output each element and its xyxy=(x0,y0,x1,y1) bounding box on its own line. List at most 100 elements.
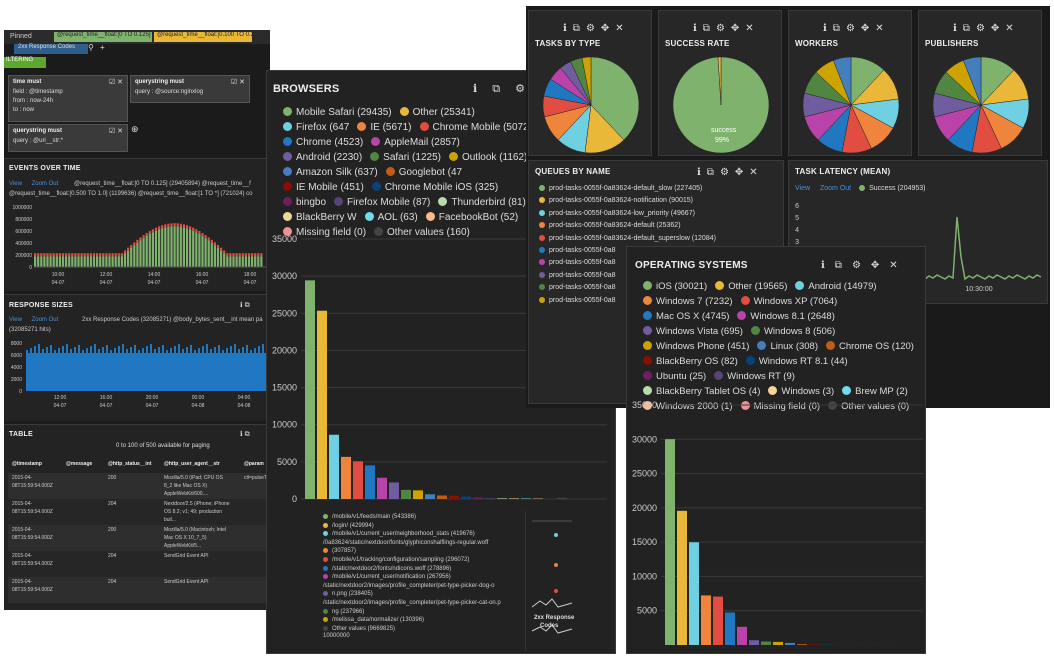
bar[interactable] xyxy=(449,495,459,499)
url-list-item[interactable]: /mobile/v1/feeds/main (543386) xyxy=(323,513,519,522)
view-menu[interactable]: View xyxy=(9,317,22,323)
legend-item[interactable]: Thunderbird (81) xyxy=(438,195,526,210)
url-list-item[interactable]: /static/nextdoor2/images/profile_complet… xyxy=(323,599,519,608)
info-icon[interactable]: ℹ ⧉ ⚙ xyxy=(473,83,532,95)
legend-item[interactable]: Windows 8.1 (2648) xyxy=(737,309,835,324)
bar[interactable] xyxy=(509,498,519,499)
legend-item[interactable]: Linux (308) xyxy=(757,339,818,354)
bar[interactable] xyxy=(329,434,339,499)
legend-item[interactable]: Safari (1225) xyxy=(370,150,441,165)
bar[interactable] xyxy=(317,310,327,499)
legend-item[interactable]: Windows RT 8.1 (44) xyxy=(745,354,848,369)
bar[interactable] xyxy=(749,640,759,645)
bar[interactable] xyxy=(713,596,723,645)
legend-item[interactable]: IE (5671) xyxy=(357,120,412,135)
legend-item[interactable]: Android (14979) xyxy=(795,279,877,294)
search-icon[interactable]: ⚲ xyxy=(88,43,94,52)
filter-card-query-2[interactable]: querystring must query : @uri__str:* ☑ ✕ xyxy=(8,124,128,152)
legend-item[interactable]: Chrome OS (120) xyxy=(826,339,914,354)
close-icon[interactable]: ☑ ✕ xyxy=(108,128,123,135)
column-header[interactable]: @param xyxy=(244,461,264,467)
pinned-dropdown[interactable]: Pinned xyxy=(10,33,32,40)
info-icon[interactable]: ℹ ⧉ xyxy=(240,431,250,438)
legend-item[interactable]: Outlook (1162) xyxy=(448,150,527,165)
pie-slice[interactable] xyxy=(590,56,640,141)
bar[interactable] xyxy=(365,465,375,499)
zoom-out-button[interactable]: Zoom Out xyxy=(31,181,59,187)
bar[interactable] xyxy=(353,461,363,499)
filter-card-time[interactable]: time must field : @timestamp from : now-… xyxy=(8,75,128,122)
queue-item[interactable]: prod-tasks-0055f-0a8 xyxy=(539,282,716,294)
legend-item[interactable]: Other (25341) xyxy=(399,105,475,120)
pie-slice[interactable] xyxy=(717,56,722,106)
legend-item[interactable]: AppleMail (2857) xyxy=(371,135,460,150)
url-list-item[interactable]: /mobile/v1/tracking/configuration/sampli… xyxy=(323,556,519,565)
queue-item[interactable]: prod-tasks-0055f-0a8 xyxy=(539,270,716,282)
bar[interactable] xyxy=(557,497,567,499)
panel-icons[interactable]: ℹ⧉⚙✥✕ xyxy=(821,260,908,271)
info-icon[interactable]: ℹ ⧉ xyxy=(240,302,250,309)
queue-item[interactable]: prod-tasks-0055f-0a8 xyxy=(539,295,716,307)
table-row[interactable]: 2015-04- 08T15:59:54.000Z 200 Mozilla/5.0 (… xyxy=(8,525,270,551)
bar[interactable] xyxy=(473,497,483,499)
table-row[interactable]: 2015-04- 08T15:59:54.000Z 204 Nextdoor/2.5 … xyxy=(8,499,270,525)
legend-item[interactable]: Amazon Silk (637) xyxy=(283,165,378,180)
bar[interactable] xyxy=(773,641,783,645)
legend-item[interactable]: BlackBerry W xyxy=(283,210,357,225)
url-list-item[interactable]: n.png (238405) xyxy=(323,590,519,599)
bar[interactable] xyxy=(497,498,507,499)
filter-tab-2[interactable]: @request_time__float:[0.100 TO 0.250] xyxy=(154,32,252,42)
legend-item[interactable]: FacebookBot (52) xyxy=(425,210,518,225)
legend-item[interactable]: Android (2230) xyxy=(283,150,362,165)
bar[interactable] xyxy=(701,595,711,645)
url-list-item[interactable]: /static/nextdoor2/images/profile_complet… xyxy=(323,582,519,591)
bar[interactable] xyxy=(377,477,387,499)
legend-item[interactable]: BlackBerry Tablet OS (4) xyxy=(643,384,760,399)
close-icon[interactable]: ☑ ✕ xyxy=(230,79,245,86)
url-list-item[interactable]: /mobile/v1/current_user/neighborhood_sta… xyxy=(323,530,519,539)
queue-item[interactable]: prod-tasks-0055f-0a83624-low_priority (4… xyxy=(539,208,716,220)
filter-tab-1[interactable]: @request_time__float:[0 TO 0.125] xyxy=(54,32,152,42)
close-icon[interactable]: ☑ ✕ xyxy=(108,79,123,86)
column-header[interactable]: @message xyxy=(66,461,93,467)
legend-item[interactable]: Windows Phone (451) xyxy=(643,339,749,354)
panel-icons[interactable]: ℹ⧉⚙✥✕ xyxy=(693,23,760,34)
url-list-item[interactable]: /mobile/v1/current_user/notification (26… xyxy=(323,573,519,582)
column-header[interactable]: @http_user_agent__str xyxy=(164,461,220,467)
legend-item[interactable]: Chrome Mobile (5072) xyxy=(419,120,532,135)
bar[interactable] xyxy=(725,612,735,645)
bar[interactable] xyxy=(437,495,447,499)
url-list-item[interactable]: /melissa_data/normalize/ (130396) xyxy=(323,616,519,625)
queue-item[interactable]: prod-tasks-0055f-0a83624-default_slow (2… xyxy=(539,183,716,195)
bar[interactable] xyxy=(785,642,795,645)
bar[interactable] xyxy=(761,641,771,645)
response-codes-tab[interactable]: 2xx Response Codes xyxy=(14,44,88,54)
legend-item[interactable]: Windows 7 (7232) xyxy=(643,294,733,309)
bar[interactable] xyxy=(797,644,807,645)
panel-icons[interactable]: ℹ⧉⚙✥✕ xyxy=(697,167,764,178)
legend-item[interactable]: Mac OS X (4745) xyxy=(643,309,729,324)
legend-item[interactable]: Windows Vista (695) xyxy=(643,324,743,339)
legend-item[interactable]: Chrome (4523) xyxy=(283,135,363,150)
legend-item[interactable]: Firefox Mobile (87) xyxy=(334,195,430,210)
table-row[interactable]: 2015-04- 08T15:59:54.000Z 204 SendGrid Even… xyxy=(8,551,270,577)
legend-item[interactable]: iOS (30021) xyxy=(643,279,707,294)
column-header[interactable]: @http_status__int xyxy=(108,461,152,467)
bar[interactable] xyxy=(677,510,687,645)
add-icon[interactable]: + xyxy=(100,43,105,52)
column-header[interactable]: @timestamp xyxy=(12,461,42,467)
bar[interactable] xyxy=(809,644,819,645)
bar[interactable] xyxy=(341,456,351,499)
legend-item[interactable]: Googlebot (47 xyxy=(385,165,462,180)
filtering-toggle[interactable]: ILTERING xyxy=(4,57,46,68)
queue-item[interactable]: prod-tasks-0055f-0a83624-default_supersl… xyxy=(539,233,716,245)
legend-item[interactable]: Other (19565) xyxy=(715,279,787,294)
bar[interactable] xyxy=(485,498,495,499)
legend-item[interactable]: Windows 8 (506) xyxy=(750,324,835,339)
url-list-item[interactable]: Other values (9669825) xyxy=(323,625,519,634)
bar[interactable] xyxy=(401,489,411,499)
table-row[interactable]: 2015-04- 08T15:59:54.000Z 204 SendGrid Even… xyxy=(8,577,270,603)
url-list-item[interactable]: /0a83624/static/nextdoor/fonts/glyphicon… xyxy=(323,539,519,548)
legend-item[interactable]: AOL (63) xyxy=(364,210,418,225)
bar[interactable] xyxy=(737,626,747,645)
